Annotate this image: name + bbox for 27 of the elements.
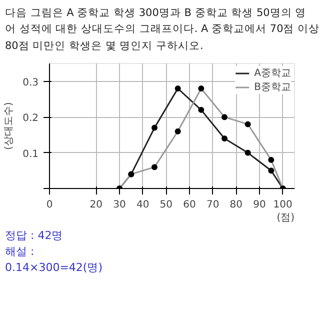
- point: [268, 167, 274, 174]
- point: [174, 85, 181, 92]
- x-axis-title: (점): [276, 212, 295, 224]
- text: 0.14×300=42(명): [5, 260, 103, 274]
- legend-label: A중학교: [254, 66, 291, 80]
- x-tick-label: 60: [183, 199, 196, 210]
- y-tick-label: 0.3: [22, 77, 39, 88]
- point: [222, 135, 228, 142]
- y-axis-title: (상대도수): [4, 102, 15, 150]
- chart-title: 다음 그림은 A 중학교 학생 300명과 B 중학교 학생 50명의 영 어 성적에 대한 상대도수의 그래프이다. A 중학교에서 70점 이상 80점 미만인 학생은 몇 명인지 구하시오.: [5, 6, 320, 54]
- text: 정답 : 42명: [5, 228, 63, 242]
- x-tick-label: 80: [230, 199, 243, 210]
- text: 해설 :: [5, 244, 34, 258]
- x-tick-label: 20: [90, 199, 103, 210]
- y-tick-label: 0.1: [22, 148, 39, 160]
- point: [152, 124, 158, 131]
- legend-label: B중학교: [254, 80, 291, 94]
- y-tick-label: 0.2: [22, 112, 39, 124]
- point: [244, 150, 251, 156]
- point: [198, 106, 204, 113]
- x-tick-label: 30: [113, 199, 126, 210]
- x-tick-label: 0: [46, 199, 53, 210]
- x-tick-label: 90: [253, 199, 266, 210]
- x-tick-label: 50: [160, 199, 173, 210]
- x-tick-label: 100: [273, 199, 292, 210]
- x-tick-label: 40: [136, 199, 150, 210]
- x-tick-label: 70: [206, 199, 220, 210]
